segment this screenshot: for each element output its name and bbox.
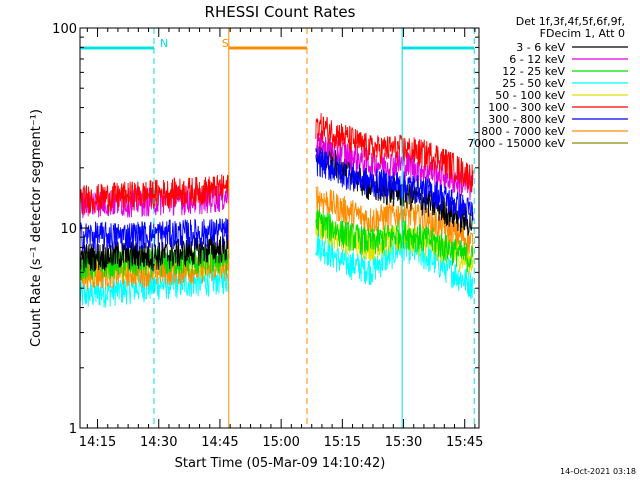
- series-line-12-25-kev-2: [315, 208, 474, 273]
- x-tick-label: 15:15: [324, 435, 361, 450]
- y-tick-label: 1: [69, 422, 77, 437]
- legend-entry-label: 6 - 12 keV: [509, 53, 565, 66]
- y-tick-label: 10: [60, 222, 77, 237]
- legend-entry-label: 12 - 25 keV: [502, 65, 565, 78]
- night-label: N: [160, 37, 168, 50]
- series-line-100-300-kev-2: [315, 113, 474, 193]
- y-tick-label: 100: [52, 22, 77, 37]
- legend-header-line: FDecim 1, Att 0: [540, 27, 625, 40]
- x-tick-label: 14:15: [79, 435, 116, 450]
- saa-label: S: [222, 37, 229, 50]
- x-axis-label: Start Time (05-Mar-09 14:10:42): [175, 456, 386, 471]
- series-line-300-800-kev-2: [315, 148, 474, 223]
- series-line-300-800-kev-1: [79, 217, 230, 253]
- x-tick-label: 14:30: [140, 435, 177, 450]
- legend-entry-label: 7000 - 15000 keV: [467, 137, 565, 150]
- legend-header-line: Det 1f,3f,4f,5f,6f,9f,: [516, 15, 625, 28]
- x-tick-label: 15:30: [385, 435, 422, 450]
- y-axis-label: Count Rate (s⁻¹ detector segment⁻¹): [29, 109, 44, 347]
- timestamp: 14-Oct-2021 03:18: [560, 467, 636, 476]
- legend: Det 1f,3f,4f,5f,6f,9f,FDecim 1, Att 03 -…: [467, 15, 628, 150]
- legend-entry-label: 3 - 6 keV: [516, 41, 565, 54]
- x-tick-label: 14:45: [201, 435, 238, 450]
- legend-entry-label: 300 - 800 keV: [488, 113, 565, 126]
- series-line-100-300-kev-1: [79, 174, 230, 215]
- x-axis: 14:15 14:30 14:45 15:00 15:15 15:30 15:45: [79, 28, 483, 450]
- y-axis: 1 10 100: [52, 22, 479, 437]
- legend-entry-label: 800 - 7000 keV: [481, 125, 565, 138]
- x-tick-label: 15:45: [446, 435, 483, 450]
- legend-entry-label: 50 - 100 keV: [495, 89, 565, 102]
- legend-entry-label: 25 - 50 keV: [502, 77, 565, 90]
- chart-title: RHESSI Count Rates: [205, 3, 356, 21]
- x-tick-label: 15:00: [262, 435, 299, 450]
- legend-entry-label: 100 - 300 keV: [488, 101, 565, 114]
- series-line-25-50-kev-2: [315, 232, 474, 300]
